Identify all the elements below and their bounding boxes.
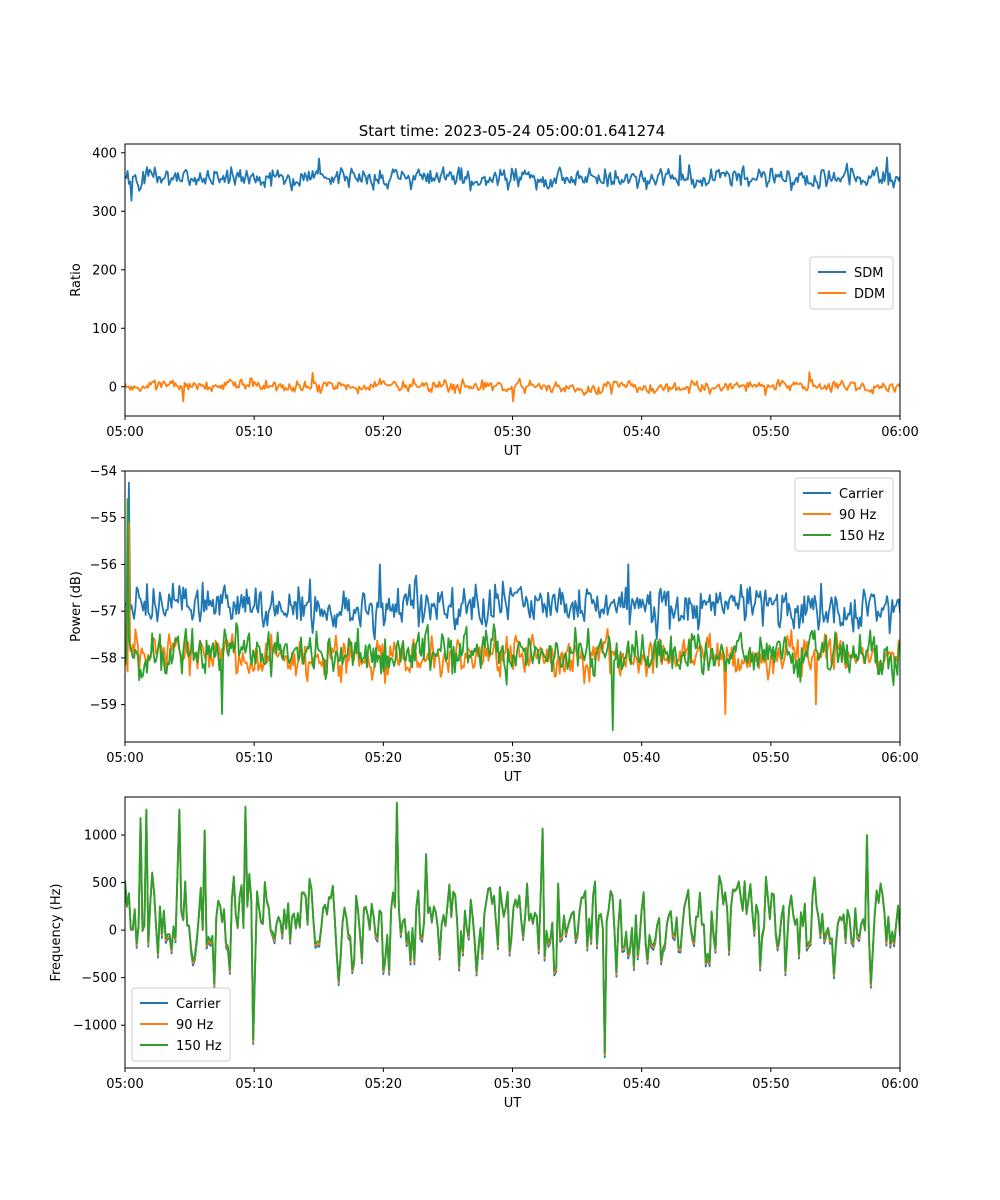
y-tick-label: 400 (92, 146, 117, 161)
x-tick-label: 05:20 (365, 425, 402, 440)
plot-frame (124, 470, 901, 743)
x-tick-label: 05:10 (235, 1077, 272, 1092)
x-tick-label: 05:00 (106, 425, 143, 440)
x-tick-label: 05:40 (623, 1077, 660, 1092)
y-axis-label: Power (dB) (69, 571, 84, 642)
x-tick-label: 05:20 (365, 751, 402, 766)
y-tick-label: −57 (90, 605, 117, 620)
y-tick-label: −55 (90, 511, 117, 526)
y-tick-label: 1000 (84, 829, 117, 844)
plot-frame (124, 143, 901, 417)
y-tick-label: 200 (92, 263, 117, 278)
x-axis-label: UT (504, 444, 522, 459)
x-tick-label: 05:40 (623, 425, 660, 440)
legend-box (809, 256, 894, 310)
x-tick-label: 05:30 (494, 1077, 531, 1092)
y-tick-label: −59 (90, 698, 117, 713)
legend-label: 150 Hz (839, 529, 885, 544)
x-tick-label: 05:40 (623, 751, 660, 766)
legend-label: SDM (854, 266, 883, 281)
legend-label: Carrier (176, 997, 221, 1012)
y-axis-label: Frequency (Hz) (49, 883, 64, 981)
x-tick-label: 05:50 (752, 751, 789, 766)
y-tick-label: −1000 (73, 1019, 117, 1034)
y-tick-label: −54 (90, 465, 117, 480)
x-tick-label: 06:00 (881, 1077, 918, 1092)
y-tick-label: 300 (92, 205, 117, 220)
x-tick-label: 05:10 (235, 751, 272, 766)
y-tick-label: −58 (90, 651, 117, 666)
x-tick-label: 05:00 (106, 751, 143, 766)
legend-box (794, 477, 894, 552)
legend-label: Carrier (839, 487, 884, 502)
y-tick-label: 0 (109, 924, 117, 939)
series-line-150-hz (125, 801, 900, 1054)
chart-panel-3: 05:00 05:10 05:20 05:30 05:40 05:50 06:00 1000 5… (49, 796, 919, 1111)
x-tick-label: 06:00 (881, 425, 918, 440)
x-tick-label: 05:30 (494, 425, 531, 440)
chart-panel-1: 05:00 05:10 05:20 05:30 05:40 05:50 06:00 0 100 2… (69, 143, 919, 459)
legend-box (131, 987, 231, 1062)
y-tick-label: 0 (109, 380, 117, 395)
series-line-90-hz (125, 521, 900, 715)
legend: Carrier 90 Hz 150 Hz (131, 987, 231, 1062)
x-tick-label: 05:50 (752, 1077, 789, 1092)
y-tick-label: 100 (92, 322, 117, 337)
legend-label: 90 Hz (839, 508, 876, 523)
x-axis-label: UT (504, 770, 522, 785)
series-line-carrier (125, 481, 900, 641)
x-tick-label: 05:50 (752, 425, 789, 440)
series-group (125, 801, 900, 1059)
y-tick-label: 500 (92, 876, 117, 891)
x-tick-label: 06:00 (881, 751, 918, 766)
series-line-150-hz (125, 498, 900, 732)
y-tick-label: −56 (90, 558, 117, 573)
legend-label: 90 Hz (176, 1018, 213, 1033)
legend: SDM DDM (809, 256, 894, 310)
series-group (125, 481, 900, 732)
y-tick-label: −500 (81, 971, 117, 986)
legend-label: 150 Hz (176, 1039, 222, 1054)
y-axis-label: Ratio (69, 263, 84, 296)
chart-title: Start time: 2023-05-24 05:00:01.641274 (359, 122, 665, 140)
x-tick-label: 05:10 (235, 425, 272, 440)
x-tick-label: 05:30 (494, 751, 531, 766)
series-group (125, 154, 900, 403)
legend-label: DDM (854, 287, 885, 302)
series-line-ddm (125, 371, 900, 403)
chart-panel-2: 05:00 05:10 05:20 05:30 05:40 05:50 06:00 −54 −5… (69, 465, 919, 786)
x-axis-label: UT (504, 1096, 522, 1111)
legend: Carrier 90 Hz 150 Hz (794, 477, 894, 552)
x-tick-label: 05:20 (365, 1077, 402, 1092)
x-tick-label: 05:00 (106, 1077, 143, 1092)
series-line-sdm (125, 154, 900, 202)
